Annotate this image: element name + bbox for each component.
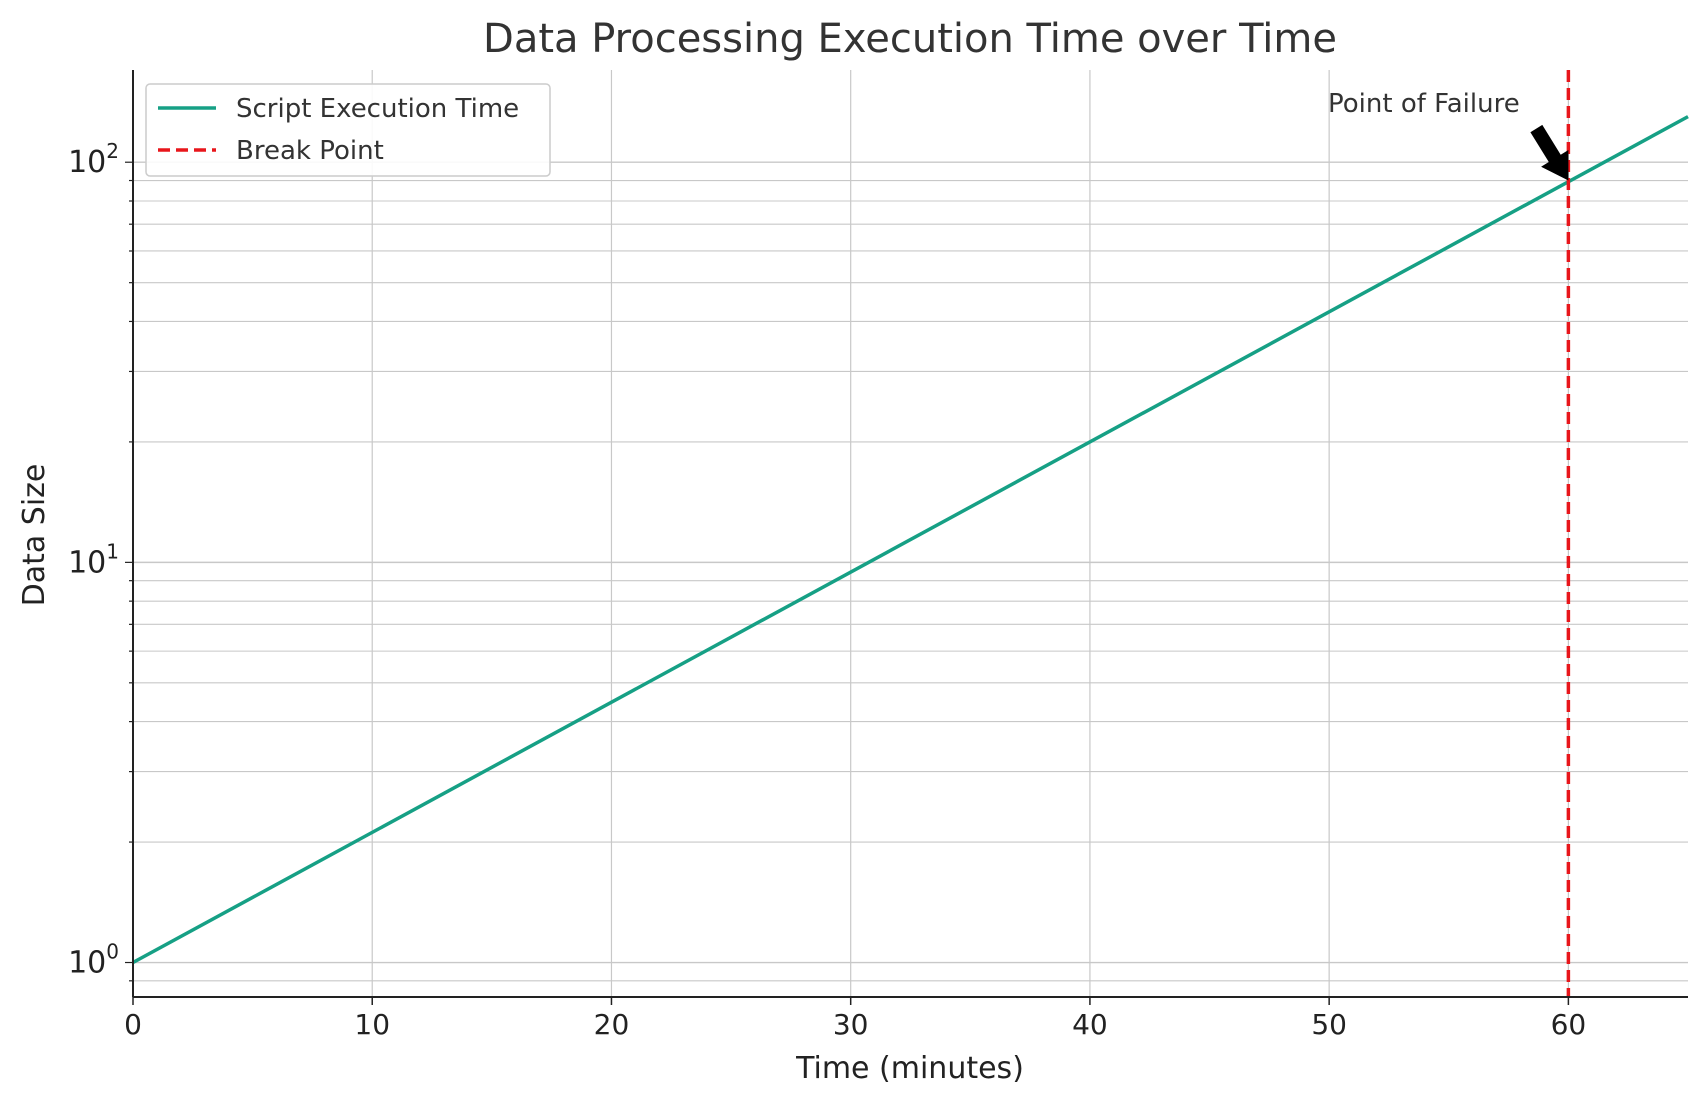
x-tick-label: 50 (1311, 1008, 1347, 1041)
grid (132, 70, 1688, 997)
x-tick-label: 60 (1551, 1008, 1587, 1041)
x-tick-label: 10 (354, 1008, 390, 1041)
y-tick-label: 101 (68, 539, 119, 580)
x-tick-label: 0 (124, 1008, 142, 1041)
x-axis-label: Time (minutes) (795, 1051, 1024, 1086)
legend: Script Execution Time Break Point (145, 83, 551, 177)
x-tick-label: 20 (594, 1008, 630, 1041)
y-axis-label: Data Size (17, 464, 52, 607)
legend-label-script-execution-time: Script Execution Time (236, 94, 519, 124)
plot-area (132, 70, 1689, 997)
chart-title: Data Processing Execution Time over Time (483, 16, 1337, 62)
legend-box (145, 83, 551, 177)
annotation-text: Point of Failure (1328, 89, 1520, 119)
y-tick-label: 100 (68, 940, 119, 981)
annotation-arrow (1530, 124, 1569, 181)
x-tick-label: 30 (833, 1008, 869, 1041)
annotation-point-of-failure: Point of Failure (1328, 89, 1569, 181)
x-ticks: 0 10 20 30 40 50 60 (124, 997, 1586, 1041)
x-tick-label: 40 (1072, 1008, 1108, 1041)
annotation-arrow-shape (1530, 124, 1569, 181)
y-tick-label: 102 (68, 139, 119, 180)
y-ticks: 100 101 102 (68, 139, 133, 982)
series-line-script-execution-time (132, 115, 1689, 965)
legend-label-break-point: Break Point (236, 136, 384, 166)
